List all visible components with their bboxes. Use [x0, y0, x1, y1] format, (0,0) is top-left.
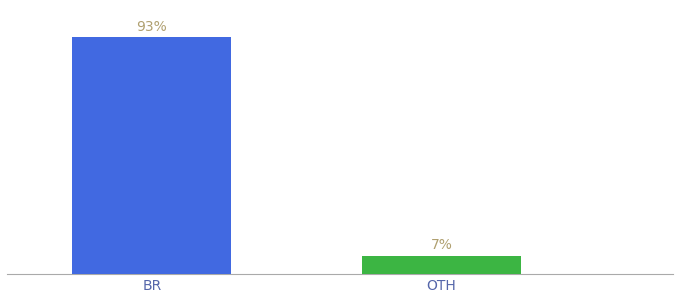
Bar — [72, 38, 231, 274]
Text: 93%: 93% — [137, 20, 167, 34]
Bar — [362, 256, 521, 274]
Text: 7%: 7% — [430, 238, 452, 252]
